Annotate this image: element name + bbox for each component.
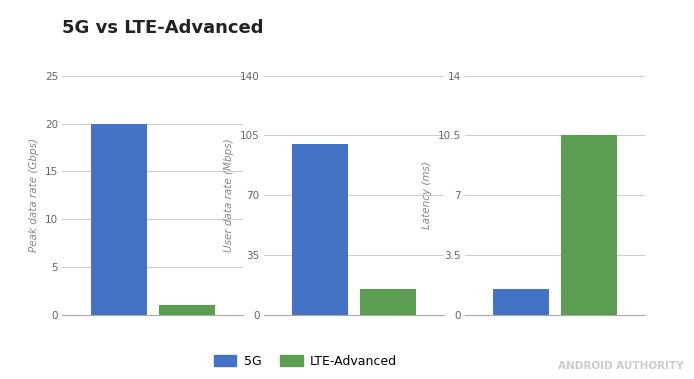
Bar — [561, 136, 618, 315]
Y-axis label: Latency (ms): Latency (ms) — [422, 161, 432, 229]
Text: 5G vs LTE-Advanced: 5G vs LTE-Advanced — [62, 19, 264, 37]
Text: ANDROID AUTHORITY: ANDROID AUTHORITY — [558, 362, 684, 371]
Legend: 5G, LTE-Advanced: 5G, LTE-Advanced — [209, 350, 402, 373]
Bar — [291, 144, 348, 315]
Bar — [493, 289, 549, 315]
Bar — [360, 289, 416, 315]
Y-axis label: Peak data rate (Gbps): Peak data rate (Gbps) — [29, 138, 40, 252]
Bar — [159, 305, 215, 315]
Y-axis label: User data rate (Mbps): User data rate (Mbps) — [224, 138, 235, 252]
Bar — [90, 124, 146, 315]
